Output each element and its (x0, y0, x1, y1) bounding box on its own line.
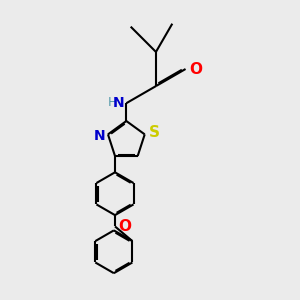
Text: H: H (107, 96, 117, 109)
Text: N: N (113, 96, 125, 110)
Text: O: O (189, 61, 202, 76)
Text: S: S (149, 125, 160, 140)
Text: N: N (93, 129, 105, 143)
Text: O: O (118, 219, 132, 234)
